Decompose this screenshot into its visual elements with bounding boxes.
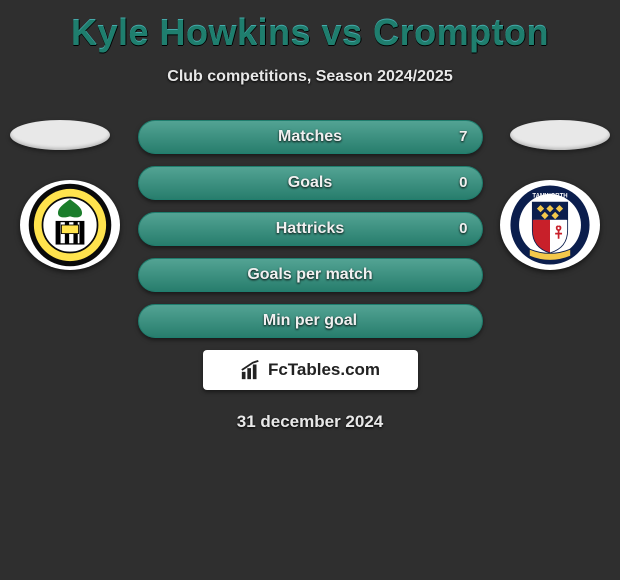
player-left-headshot-placeholder	[10, 120, 110, 150]
bar-label: Goals	[139, 167, 482, 199]
club-crest-left	[20, 180, 120, 270]
svg-text:TAMWORTH: TAMWORTH	[532, 193, 567, 199]
stat-bar-goals-per-match: Goals per match	[138, 258, 483, 292]
brand-text: FcTables.com	[268, 360, 380, 380]
player-right-headshot-placeholder	[510, 120, 610, 150]
bar-right-value: 0	[445, 213, 481, 245]
bar-right-value: 0	[445, 167, 481, 199]
date-label: 31 december 2024	[0, 412, 620, 432]
bar-right-value: 7	[445, 121, 481, 153]
stat-bar-hattricks: Hattricks0	[138, 212, 483, 246]
stat-bar-goals: Goals0	[138, 166, 483, 200]
fctables-logo-icon	[240, 359, 262, 381]
solihull-moors-icon	[27, 182, 113, 268]
bar-label: Goals per match	[139, 259, 482, 291]
bar-label: Hattricks	[139, 213, 482, 245]
club-crest-right: TAMWORTH	[500, 180, 600, 270]
page-title: Kyle Howkins vs Crompton	[0, 0, 620, 54]
subtitle: Club competitions, Season 2024/2025	[0, 68, 620, 86]
tamworth-fc-icon: TAMWORTH	[507, 182, 593, 268]
stat-bar-min-per-goal: Min per goal	[138, 304, 483, 338]
stat-bar-matches: Matches7	[138, 120, 483, 154]
stat-bars: Matches7Goals0Hattricks0Goals per matchM…	[138, 120, 483, 338]
bar-label: Matches	[139, 121, 482, 153]
brand-box: FcTables.com	[203, 350, 418, 390]
bar-label: Min per goal	[139, 305, 482, 337]
